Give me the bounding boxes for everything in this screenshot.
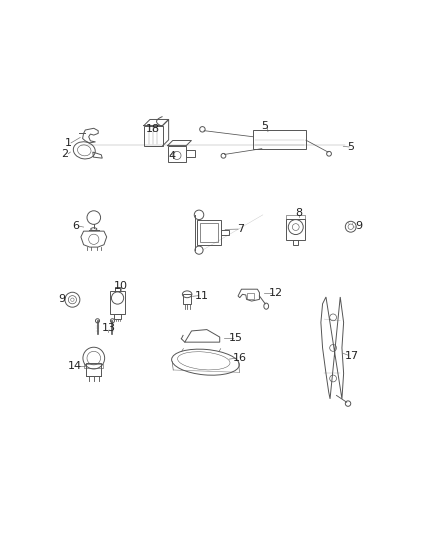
Text: 10: 10	[114, 281, 128, 291]
Bar	[115, 287, 120, 291]
Bar	[253, 130, 306, 149]
Bar	[183, 294, 191, 304]
Bar	[168, 146, 186, 162]
Text: 8: 8	[296, 208, 303, 218]
Bar	[144, 126, 162, 146]
Text: 5: 5	[261, 121, 268, 131]
Bar	[84, 364, 103, 368]
Text: 12: 12	[268, 288, 283, 298]
Text: 2: 2	[61, 149, 68, 159]
Text: 6: 6	[72, 221, 79, 231]
Text: 9: 9	[355, 221, 362, 231]
Bar	[200, 223, 218, 242]
Text: 11: 11	[194, 291, 208, 301]
Text: 9: 9	[59, 294, 66, 304]
Text: 4: 4	[168, 151, 176, 161]
Text: 7: 7	[237, 224, 244, 235]
Text: 17: 17	[344, 351, 358, 361]
Bar	[221, 230, 229, 235]
Text: 15: 15	[229, 333, 243, 343]
Bar	[286, 215, 305, 219]
Bar	[114, 314, 121, 319]
Text: 18: 18	[146, 124, 160, 134]
Text: 1: 1	[65, 138, 72, 148]
Bar	[86, 363, 101, 376]
Text: 16: 16	[233, 353, 247, 364]
Bar	[186, 150, 195, 157]
Bar	[110, 291, 125, 314]
Text: 14: 14	[67, 361, 81, 371]
Bar	[247, 293, 254, 300]
Bar	[197, 220, 221, 245]
Bar	[293, 240, 298, 245]
Bar	[286, 219, 305, 240]
Text: 13: 13	[101, 323, 115, 333]
Text: 5: 5	[347, 142, 354, 152]
